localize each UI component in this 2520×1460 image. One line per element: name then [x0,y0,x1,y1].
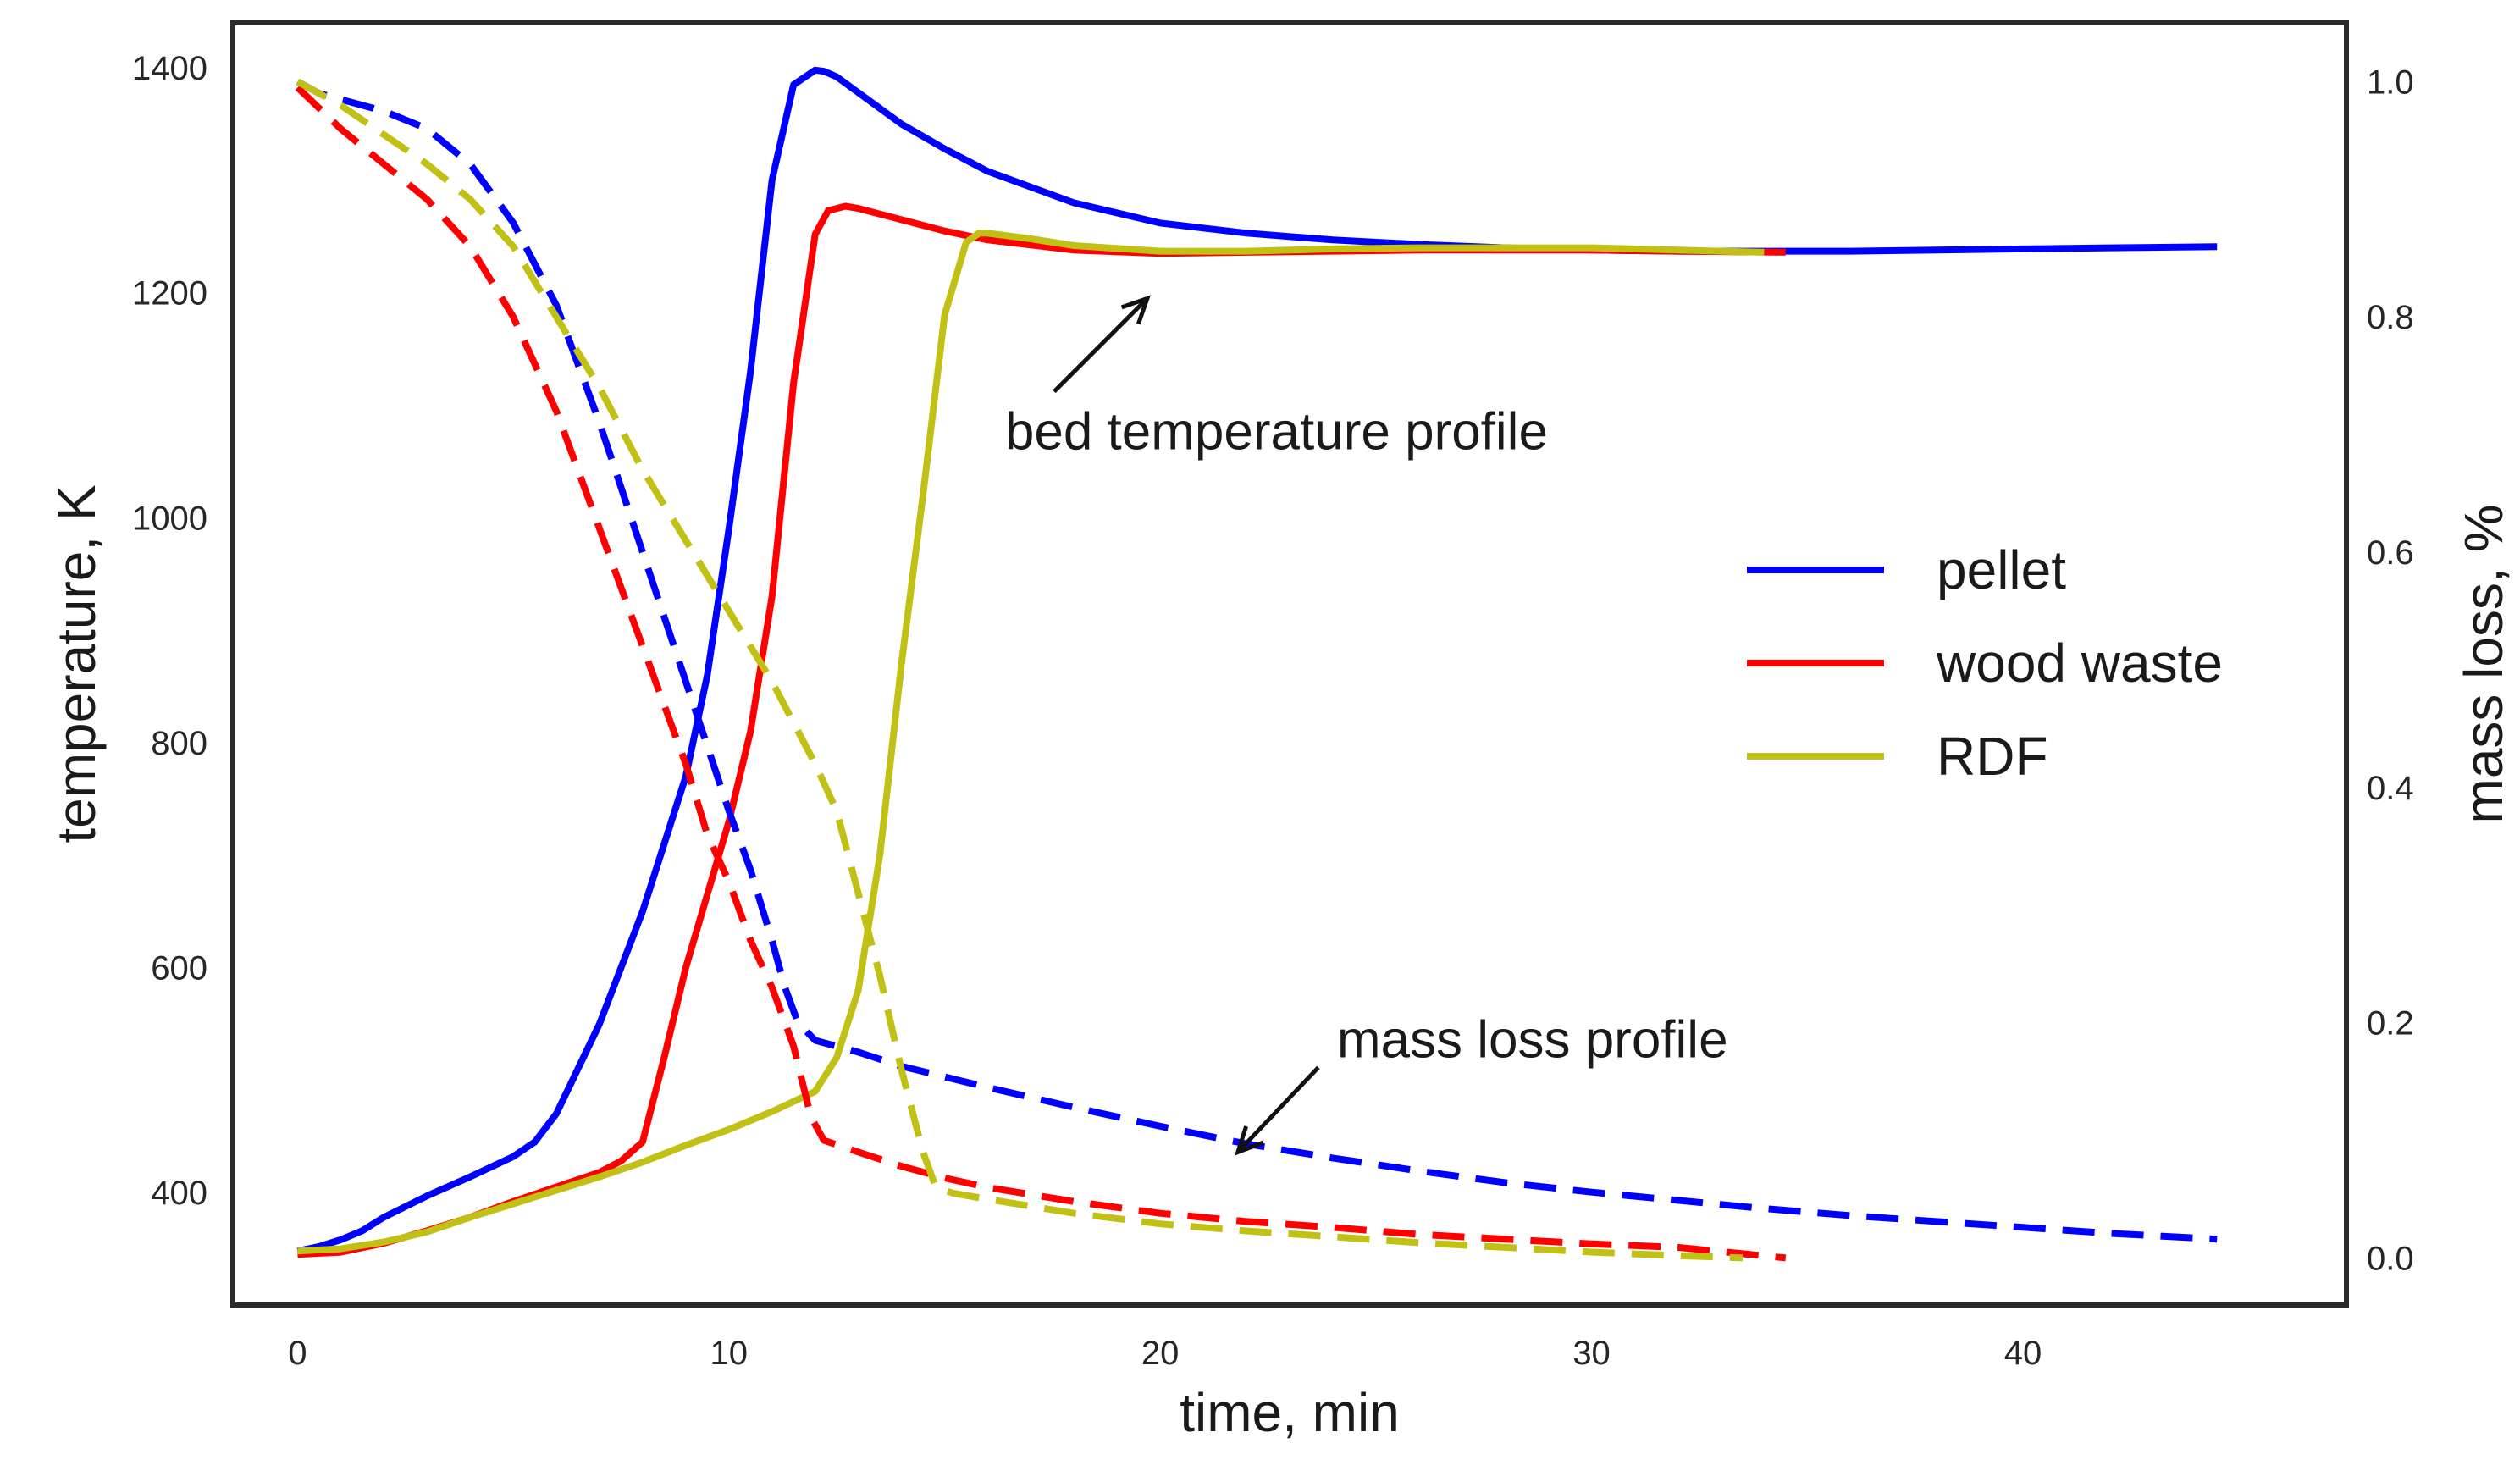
y-tick-label: 400 [151,1175,207,1212]
series-pellet-mass-loss-line [296,78,2218,1243]
legend-label-pellet: pellet [1937,539,2066,600]
x-tick-label: 20 [1141,1335,1180,1372]
x-tick-label: 30 [1572,1335,1611,1372]
mass-loss-arrow [1234,1065,1320,1156]
y2-tick-label: 0.0 [2367,1240,2414,1277]
y-tick-label: 1000 [132,500,207,537]
y-axis-label: temperature, K [46,484,107,843]
y2-tick-label: 0.8 [2367,299,2414,336]
y2-tick-label: 0.4 [2367,770,2414,807]
axis-labels: time, min temperature, K mass loss, % [46,484,2514,1443]
y2-tick-label: 0.6 [2367,534,2414,572]
series-layer [295,66,2218,1262]
y2-axis-label: mass loss, % [2453,505,2514,824]
y-tick-label: 1200 [132,275,207,312]
y2-tick-label: 1.0 [2367,64,2414,101]
annotation-bed-temperature-profile: bed temperature profile [1005,402,1548,461]
legend: pellet wood waste RDF [1747,539,2223,787]
y2-tick-label: 0.2 [2367,1005,2414,1042]
legend-label-rdf: RDF [1937,726,2048,787]
x-tick-label: 10 [710,1335,749,1372]
annotation-mass-loss-profile: mass loss profile [1337,1010,1728,1069]
y-tick-label: 1400 [132,50,207,87]
series-rdf-mass-loss-line [296,78,1744,1262]
x-axis-label: time, min [1180,1382,1400,1443]
y-tick-label: 800 [151,725,207,762]
legend-label-wood-waste: wood waste [1936,633,2223,694]
annotation-layer: bed temperature profile mass loss profile [1005,295,1728,1156]
y-tick-label: 600 [151,950,207,987]
x-tick-label: 40 [2004,1335,2042,1372]
bed-temperature-arrow [1053,295,1151,394]
x-tick-label: 0 [288,1335,307,1372]
ticks-layer: 0 10 20 30 40 400 600 800 1000 1200 1400 0.0 0.2 0.4 0… [132,50,2414,1372]
series-rdf-bed-temperature-line [297,230,1765,1255]
series-wood-waste-mass-loss-line [295,85,1787,1262]
